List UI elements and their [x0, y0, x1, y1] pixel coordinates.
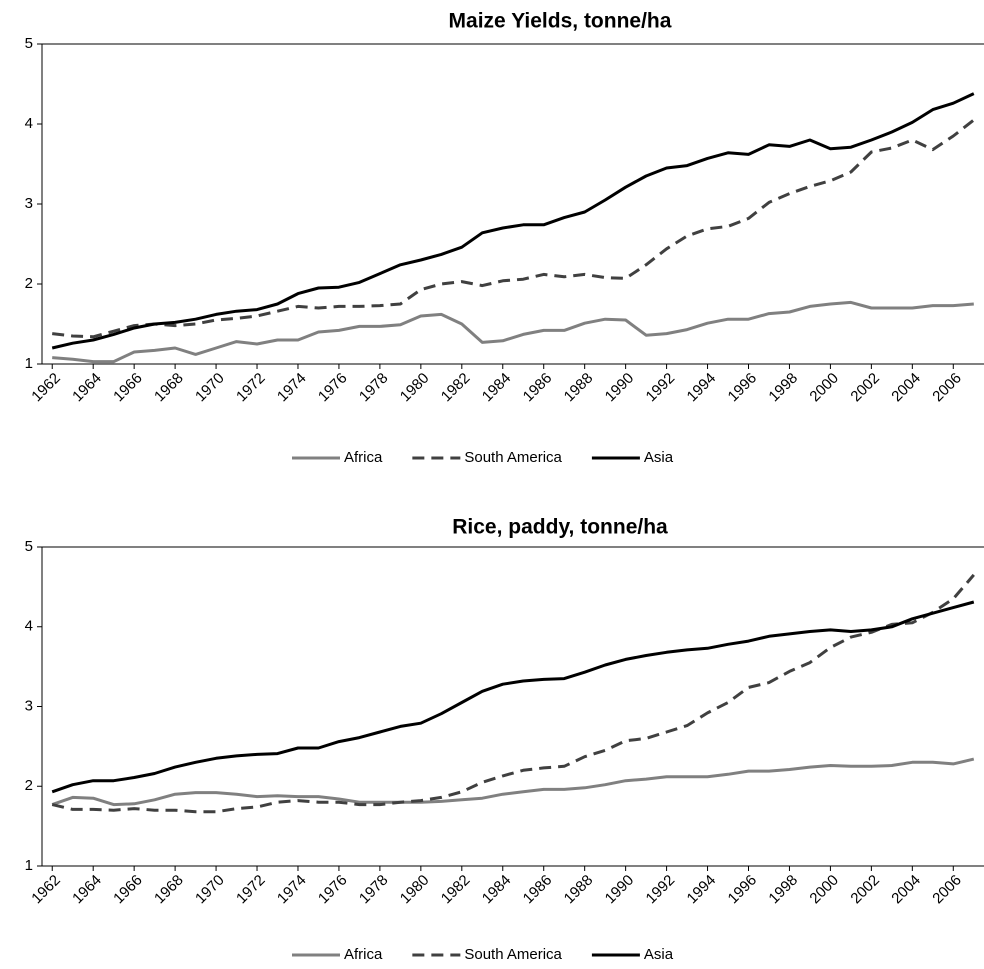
x-tick-label: 1964 [69, 872, 105, 908]
y-tick-label: 5 [25, 538, 33, 555]
x-tick-label: 1986 [520, 370, 556, 406]
x-tick-label: 1978 [356, 872, 392, 908]
y-tick-label: 2 [25, 275, 33, 292]
y-tick-label: 2 [25, 777, 33, 794]
x-tick-label: 1984 [479, 872, 515, 908]
x-tick-label: 2004 [888, 370, 924, 406]
x-tick-label: 2000 [806, 872, 842, 908]
x-tick-label: 2000 [806, 370, 842, 406]
series-line [51, 600, 975, 794]
legend-label: Asia [644, 449, 674, 466]
series-line [51, 757, 975, 807]
x-tick-label: 1962 [28, 872, 64, 908]
chart-title: Maize Yields, tonne/ha [449, 10, 672, 33]
y-tick-label: 1 [25, 355, 33, 372]
y-tick-label: 4 [25, 618, 33, 635]
x-tick-label: 2002 [847, 370, 883, 406]
x-tick-label: 1994 [684, 370, 720, 406]
x-tick-label: 2002 [847, 872, 883, 908]
y-tick-label: 3 [25, 697, 33, 714]
legend-label: Africa [344, 449, 383, 466]
y-tick-label: 5 [25, 35, 33, 52]
y-tick-label: 4 [25, 115, 33, 132]
x-tick-label: 1976 [315, 370, 351, 406]
x-tick-label: 1992 [643, 370, 679, 406]
legend-label: Africa [344, 946, 383, 963]
series-line [51, 92, 975, 350]
x-tick-label: 1976 [315, 872, 351, 908]
x-tick-label: 1966 [110, 872, 146, 908]
x-tick-label: 1972 [233, 872, 269, 908]
x-tick-label: 2004 [888, 872, 924, 908]
x-tick-label: 1970 [192, 370, 228, 406]
x-tick-label: 1994 [684, 872, 720, 908]
x-tick-label: 1980 [397, 872, 433, 908]
x-tick-label: 1990 [602, 370, 638, 406]
x-tick-label: 1996 [725, 370, 761, 406]
x-tick-label: 1974 [274, 872, 310, 908]
x-tick-label: 1968 [151, 872, 187, 908]
x-tick-label: 1980 [397, 370, 433, 406]
legend-label: Asia [644, 946, 674, 963]
x-tick-label: 1978 [356, 370, 392, 406]
x-tick-label: 2006 [929, 872, 965, 908]
x-tick-label: 1964 [69, 370, 105, 406]
x-tick-label: 1996 [725, 872, 761, 908]
series-line [52, 300, 974, 364]
x-tick-label: 1988 [561, 872, 597, 908]
x-tick-label: 1990 [602, 872, 638, 908]
x-tick-label: 1972 [233, 370, 269, 406]
series-line [52, 118, 975, 339]
x-tick-label: 1988 [561, 370, 597, 406]
x-tick-label: 1966 [110, 370, 146, 406]
y-tick-label: 1 [25, 857, 33, 874]
x-tick-label: 1998 [765, 872, 801, 908]
y-tick-label: 3 [25, 195, 33, 212]
x-tick-label: 1982 [438, 872, 474, 908]
series-line [51, 573, 975, 814]
x-tick-label: 1984 [479, 370, 515, 406]
legend-label: South America [464, 946, 562, 963]
legend-label: South America [464, 449, 562, 466]
x-tick-label: 1986 [520, 872, 556, 908]
x-tick-label: 1982 [438, 370, 474, 406]
x-tick-label: 1968 [151, 370, 187, 406]
x-tick-label: 2006 [929, 370, 965, 406]
chart-title: Rice, paddy, tonne/ha [452, 516, 668, 539]
x-tick-label: 1974 [274, 370, 310, 406]
x-tick-label: 1998 [765, 370, 801, 406]
x-tick-label: 1970 [192, 872, 228, 908]
x-tick-label: 1992 [643, 872, 679, 908]
x-tick-label: 1962 [28, 370, 64, 406]
